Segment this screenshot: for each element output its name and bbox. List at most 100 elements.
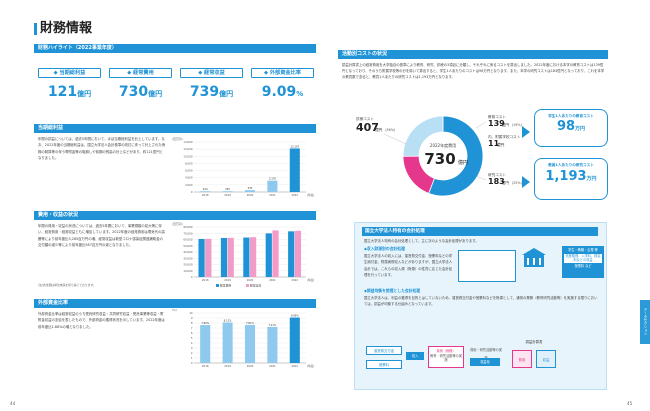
donut-slice [402, 115, 444, 157]
y-tick-label: 3 [191, 346, 193, 350]
research-pct: (25%) [512, 181, 523, 185]
legend-swatch [246, 284, 249, 287]
y-tick-label: 10,000 [183, 154, 192, 158]
y-tick-label: 8,000 [185, 161, 193, 165]
bar [267, 326, 278, 363]
cost-text: 損益計算書上の経常費用を大学独自の基準により教育、研究、診療の3項目に分類し、そ… [342, 63, 605, 79]
y-tick-label: 5 [191, 336, 193, 340]
y-tick-label: 20,000 [183, 263, 192, 267]
side-tab-data-section[interactable]: データセクション [640, 300, 650, 344]
bar-revenue [294, 230, 302, 277]
bar [222, 191, 233, 192]
donut-center-value: 730 [424, 150, 455, 168]
x-tick-label: 2020 [247, 278, 254, 282]
school-value: 11 [488, 139, 500, 148]
kpi-value-0: 121億円 [47, 84, 92, 100]
bar-value-label: 9.09% [291, 314, 300, 318]
y-tick-label: 2 [191, 351, 193, 355]
x-tick-label: 2021 [269, 193, 276, 197]
y-tick-label: 4,000 [185, 176, 193, 180]
y-tick-label: 0 [191, 275, 193, 279]
x-tick-label: 2020 [247, 193, 254, 197]
y-tick-label: 10 [189, 311, 193, 315]
kpi-value-1: 730億円 [118, 84, 163, 100]
kpi-label-2: ◆ 経常収益 [180, 68, 243, 78]
x-tick-label: 2022 [291, 364, 298, 368]
education-pct: (19%) [512, 123, 523, 127]
side-item-1: 資産取得、入学料、検定料などの収益 [564, 253, 602, 263]
y-tick-label: 60,000 [183, 238, 192, 242]
bar [244, 190, 256, 192]
x-tick-label: 2019 [224, 364, 231, 368]
accounting-item1-title: ◆収入財源別の会計処理 [364, 246, 405, 251]
highlights-header: 財務ハイライト（2022事業年度） [34, 44, 316, 53]
profit-text: 年間の損益については、過去5年間において、ほぼ当期総利益を計上しています。なお、… [38, 137, 166, 160]
x-tick-label: 2019 [224, 193, 231, 197]
kpi-label-1: ◆ 経常費用 [109, 68, 172, 78]
bar-expense [220, 237, 228, 277]
medical-name: 診療コスト [356, 116, 374, 121]
bar-expense [198, 238, 205, 277]
x-unit-label: (年度) [307, 364, 314, 368]
building-icon [521, 247, 547, 269]
y-tick-label: 10,000 [183, 269, 192, 273]
medical-value: 407 [356, 121, 379, 134]
flow-box-subsidy: 運営費交付金 [366, 346, 402, 355]
bar-expense [265, 233, 272, 277]
expense-header: 費用・収益の状況 [34, 211, 316, 220]
y-tick-label: 6 [191, 331, 193, 335]
kpi-value-3: 9.09% [261, 84, 304, 100]
flow-box-liability-label: 負債（債務） [436, 349, 456, 353]
flow-box-pl: 損益計算書 [525, 340, 543, 344]
per-faculty-unit: 万円 [586, 176, 597, 183]
per-faculty-label: 教員1人あたりの研究コスト [548, 163, 594, 167]
right-page-number: 45 [627, 401, 633, 406]
legend-swatch [216, 284, 219, 287]
external-chart: (%) 0 1 2 3 4 5 6 7 8 9 10 2018 2019 2020 2021 2022 (年度) 7… [170, 307, 320, 377]
y-unit-label: (%) [172, 308, 177, 312]
accounting-item1-text: 国立大学法人の収入には、運営費交付金、授業料などの学生納付金、附属病院収入などが… [364, 254, 453, 277]
expense-text: 年間の費用・収益の状況については、過去5年間において、事業規模の拡大等に伴い、経… [38, 224, 165, 247]
y-tick-label: 2,000 [185, 183, 193, 187]
bar [267, 180, 278, 192]
school-unit: 億円 [497, 142, 505, 147]
legend-label: 経常収益 [250, 284, 261, 288]
profit-header: 当期総利益 [34, 124, 316, 133]
expense-note: (注)各金額は単位未満を切り捨てております。 [38, 283, 96, 287]
bar-value-label: 8.11% [224, 318, 233, 322]
accounting-intro: 国立大学法人特有の会計処理として、主に次のような会計処理があります。 [364, 239, 479, 243]
y-tick-label: 80,000 [183, 225, 192, 229]
bar [200, 191, 211, 192]
y-tick-label: 7 [191, 326, 193, 330]
x-tick-label: 2021 [269, 364, 276, 368]
education-unit: 億円 [502, 122, 510, 127]
left-page-number: 44 [10, 401, 16, 406]
per-student-label: 学生1人あたりの教育コスト [548, 114, 594, 118]
bar-value-label: 7.61% [246, 321, 255, 325]
kpi-label-0: ◆ 当期総利益 [38, 68, 101, 78]
bar-revenue [250, 237, 257, 277]
x-tick-label: 2021 [269, 278, 276, 282]
flow-box-revenue: 収益 [536, 350, 556, 368]
external-header: 外部資金比率 [34, 299, 316, 308]
bar [200, 325, 211, 363]
education-value: 139 [488, 119, 505, 128]
legend-label: 経常費用 [220, 284, 231, 288]
flow-arrow-income: 収入 [406, 352, 424, 360]
x-tick-label: 2019 [224, 278, 231, 282]
donut-center-label: 2022年度費用 [430, 142, 456, 148]
research-unit: 億円 [502, 180, 510, 185]
page-title: 財務情報 [40, 21, 93, 36]
bar-expense [243, 237, 250, 277]
medical-pct: (56%) [385, 128, 396, 132]
y-tick-label: 30,000 [183, 256, 192, 260]
donut-slice [428, 115, 484, 197]
y-unit-label: (百万円) [172, 137, 183, 141]
bar-value-label: 7.21% [268, 323, 277, 327]
profit-chart: (百万円) 0 2,000 4,000 6,000 8,000 10,000 12,000 14… [170, 136, 320, 206]
leader-line [383, 133, 407, 145]
x-tick-label: 2018 [202, 193, 209, 197]
bar [289, 317, 300, 363]
x-tick-label: 2018 [202, 364, 209, 368]
leader-line [475, 121, 487, 129]
